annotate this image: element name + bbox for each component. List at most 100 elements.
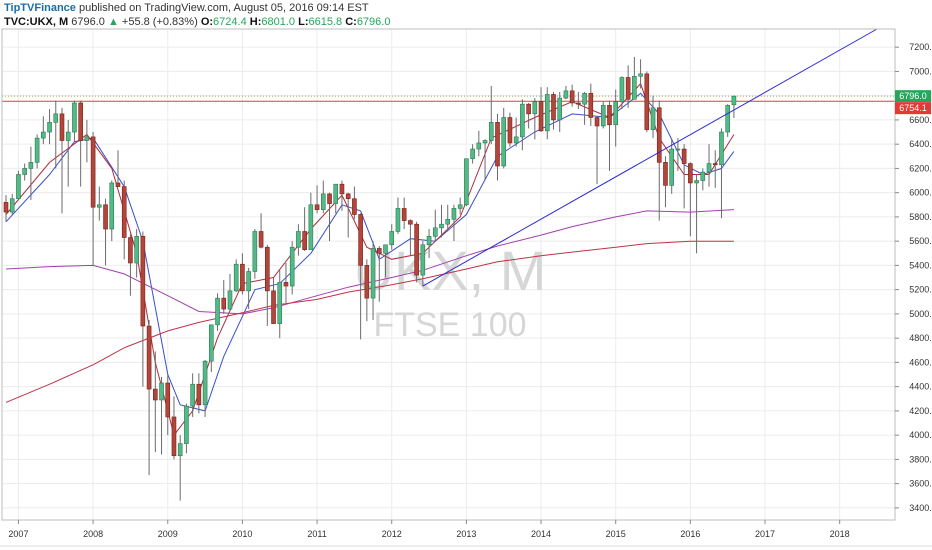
published-text: published on TradingView.com, August 05,… [78,2,369,14]
time-tick-label: 2018 [830,529,850,539]
candle-body [538,101,544,132]
candle-body [464,158,469,206]
candle-up [246,267,251,310]
candle-down [401,197,407,230]
candle-body [3,202,9,213]
high-label: H: [249,16,262,28]
candle-down [140,231,146,387]
candle-body [594,117,600,127]
candle-body [600,105,606,127]
candle-body [333,183,339,204]
candle-body [209,324,214,362]
price-tick-label: 5800.0 [909,212,932,222]
candle-body [706,163,712,173]
candle-body [675,148,681,151]
price-tick-label: 5600.0 [909,236,932,246]
candle-body [16,174,21,200]
candle-body [401,208,407,221]
price-tick-label: 3400.0 [909,503,932,513]
candle-down [576,92,581,110]
candle-down [414,221,419,283]
candle-down [526,102,531,129]
symbol-label[interactable]: TVC:UKX, M [4,16,69,28]
candle-body [414,223,419,276]
candle-up [190,373,195,417]
candle-body [264,246,270,292]
candle-up [513,117,519,147]
candle-body [345,193,351,200]
price-tick-label: 5000.0 [909,309,932,319]
publisher-link[interactable]: TipTVFinance [4,2,76,14]
candle-body [215,297,220,326]
candle-up [582,92,587,125]
candle-body [420,244,426,276]
chart-header: TipTVFinance published on TradingView.co… [4,1,390,29]
candle-up [439,204,444,238]
price-tags: 6796.0 6754.1 [895,90,931,115]
candle-down [376,246,382,302]
candle-up [501,107,507,169]
candle-body [277,282,283,324]
low-label: L: [298,16,309,28]
candle-up [308,192,314,250]
candle-body [84,136,90,141]
candle-down [103,198,108,266]
candle-body [240,263,245,292]
candle-up [420,241,426,287]
price-tick-label: 5200.0 [909,285,932,295]
time-axis[interactable]: 2007 2008 2009 2010 2011 2012 2013 2014 2015 2016… [8,520,850,539]
candle-body [202,360,208,406]
candle-body [408,220,413,225]
candle-body [495,122,500,167]
candle-body [426,236,432,246]
candle-up [426,229,432,259]
candle-up [600,101,606,129]
candle-body [445,219,451,225]
candle-up [202,359,208,417]
price-tick-label: 5400.0 [909,260,932,270]
candle-body [59,113,65,141]
candle-body [115,182,121,187]
candle-body [482,140,488,144]
candle-body [432,227,438,237]
candle-down [551,92,556,130]
candle-body [358,214,363,266]
candle-body [532,101,538,115]
candle-down [538,87,544,133]
candle-body [159,382,164,401]
candle-body [90,136,96,208]
candle-down [712,150,718,188]
candle-body [252,231,258,272]
candle-body [271,290,276,324]
candle-up [72,100,77,142]
candle-up [470,144,475,164]
candle-down [121,180,127,260]
candle-body [712,163,718,166]
candle-down [171,396,177,460]
candle-body [289,246,295,287]
price-tag-box [895,102,931,115]
candle-up [432,209,438,242]
candle-body [544,94,550,132]
candle-up [464,158,469,207]
candle-down [78,100,83,187]
candle-body [314,204,320,210]
candle-body [28,162,34,169]
candle-up [389,224,395,250]
trendline-line[interactable] [422,28,878,287]
candle-down [258,213,264,249]
candle-up [41,116,46,145]
candle-body [47,122,52,133]
candle-up [34,134,40,169]
candle-body [576,102,581,105]
candle-up [215,293,220,331]
candle-up [563,85,569,100]
candle-up [619,76,625,110]
candle-down [688,162,693,237]
last-price: 6796.0 [71,16,105,28]
candle-down [569,84,575,107]
trendline[interactable] [422,28,878,287]
price-tag-label: 6796.0 [899,91,927,101]
candle-body [165,382,171,418]
